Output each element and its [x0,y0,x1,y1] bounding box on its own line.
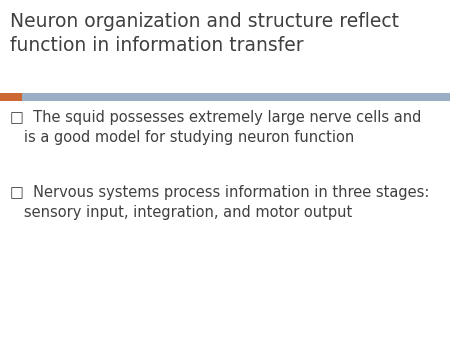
Text: □  The squid possesses extremely large nerve cells and
   is a good model for st: □ The squid possesses extremely large ne… [10,110,421,145]
Bar [22,93,450,101]
Bar [0,93,22,101]
Text: □  Nervous systems process information in three stages:
   sensory input, integr: □ Nervous systems process information in… [10,185,429,220]
Text: Neuron organization and structure reflect
function in information transfer: Neuron organization and structure reflec… [10,12,399,55]
